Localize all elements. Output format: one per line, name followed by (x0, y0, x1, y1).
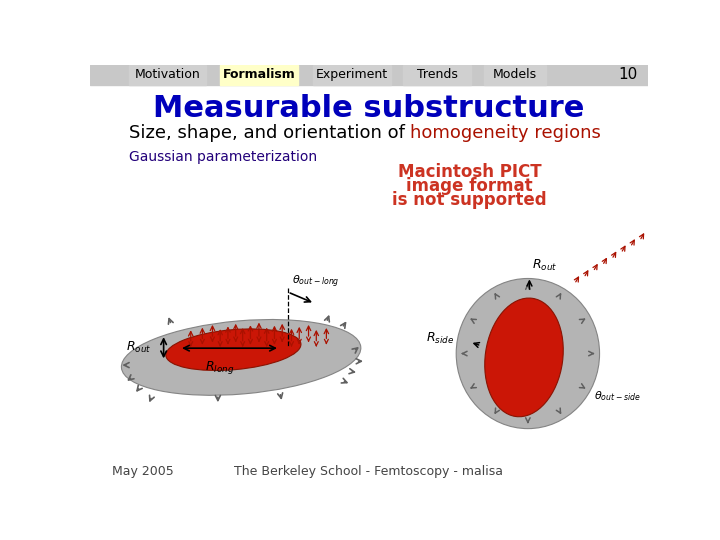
Text: $\theta_{out-side}$: $\theta_{out-side}$ (594, 389, 641, 403)
Text: Formalism: Formalism (222, 68, 295, 82)
Text: Gaussian parameterization: Gaussian parameterization (129, 150, 317, 164)
Text: $\theta_{out-long}$: $\theta_{out-long}$ (292, 274, 339, 290)
Text: Experiment: Experiment (316, 68, 388, 82)
Ellipse shape (485, 298, 563, 417)
Bar (220, 65, 297, 85)
Text: $R_{long}$: $R_{long}$ (204, 359, 234, 376)
Text: $R_{out}$: $R_{out}$ (126, 340, 151, 355)
Text: Models: Models (492, 68, 537, 82)
Text: $R_{out}$: $R_{out}$ (532, 258, 557, 273)
Text: May 2005: May 2005 (112, 465, 174, 478)
Ellipse shape (166, 329, 301, 370)
Text: Size, shape, and orientation of: Size, shape, and orientation of (129, 124, 410, 141)
Bar (313, 65, 391, 85)
Text: 10: 10 (618, 68, 637, 82)
Text: is not supported: is not supported (392, 191, 547, 209)
Text: homogeneity regions: homogeneity regions (410, 124, 601, 141)
Text: Trends: Trends (417, 68, 458, 82)
Text: Measurable substructure: Measurable substructure (153, 94, 585, 123)
Text: The Berkeley School - Femtoscopy - malisa: The Berkeley School - Femtoscopy - malis… (235, 465, 503, 478)
Bar (484, 65, 546, 85)
Text: image format: image format (406, 177, 533, 195)
Text: Macintosh PICT: Macintosh PICT (398, 164, 541, 181)
Bar (90, 65, 648, 85)
Bar (403, 65, 472, 85)
Ellipse shape (122, 320, 361, 395)
Text: $R_{side}$: $R_{side}$ (426, 330, 454, 346)
Bar (129, 65, 206, 85)
Ellipse shape (456, 279, 600, 429)
Text: Motivation: Motivation (135, 68, 200, 82)
